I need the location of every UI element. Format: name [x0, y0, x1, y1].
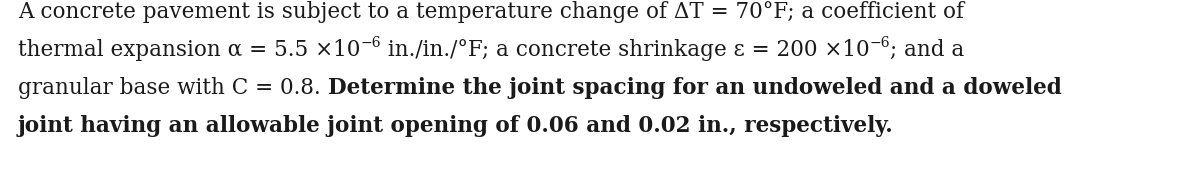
Text: granular base with C = 0.8.: granular base with C = 0.8. [18, 77, 328, 99]
Text: Determine the joint spacing for an undoweled and a doweled: Determine the joint spacing for an undow… [328, 77, 1061, 99]
Text: in./in./°F; a concrete shrinkage ε = 200 ×10: in./in./°F; a concrete shrinkage ε = 200… [382, 39, 870, 61]
Text: joint having an allowable joint opening of 0.06 and 0.02 in., respectively.: joint having an allowable joint opening … [18, 115, 894, 137]
Text: A concrete pavement is subject to a temperature change of ΔT = 70°F; a coefficie: A concrete pavement is subject to a temp… [18, 1, 964, 23]
Text: ; and a: ; and a [890, 39, 965, 61]
Text: −6: −6 [360, 36, 382, 50]
Text: −6: −6 [870, 36, 890, 50]
Text: thermal expansion α = 5.5 ×10: thermal expansion α = 5.5 ×10 [18, 39, 360, 61]
